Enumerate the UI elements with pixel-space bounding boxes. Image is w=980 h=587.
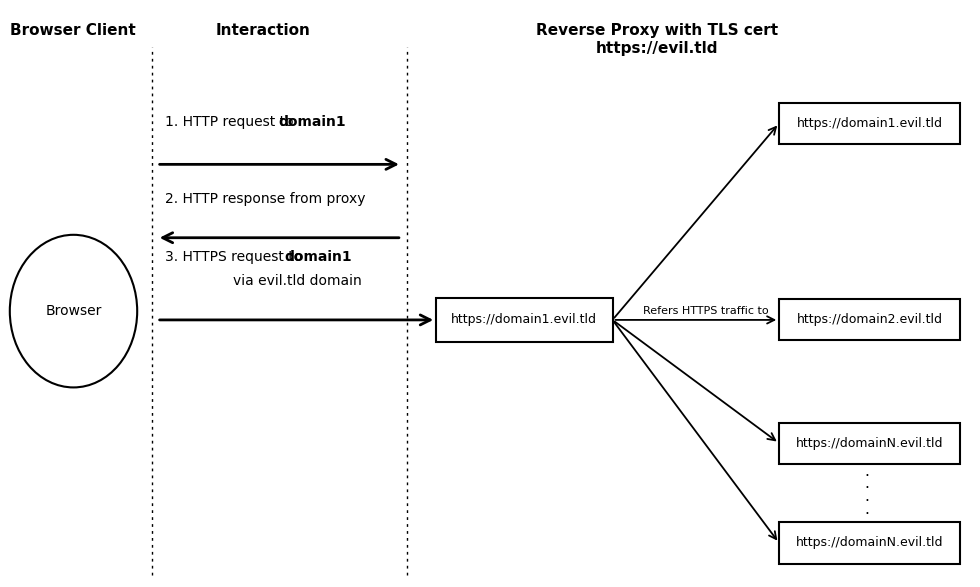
- Text: Browser Client: Browser Client: [10, 23, 135, 39]
- Text: 1. HTTP request to: 1. HTTP request to: [165, 115, 298, 129]
- Text: via evil.tld domain: via evil.tld domain: [233, 274, 362, 288]
- Text: Browser: Browser: [45, 304, 102, 318]
- Text: https://domainN.evil.tld: https://domainN.evil.tld: [796, 437, 944, 450]
- Text: https://domainN.evil.tld: https://domainN.evil.tld: [796, 537, 944, 549]
- Text: 2. HTTP response from proxy: 2. HTTP response from proxy: [165, 191, 366, 205]
- Text: https://domain1.evil.tld: https://domain1.evil.tld: [452, 313, 597, 326]
- Text: https://domain2.evil.tld: https://domain2.evil.tld: [797, 313, 943, 326]
- Text: Interaction: Interaction: [216, 23, 311, 39]
- Text: https://domain1.evil.tld: https://domain1.evil.tld: [797, 117, 943, 130]
- Text: domain1: domain1: [278, 115, 346, 129]
- Text: domain1: domain1: [284, 250, 352, 264]
- Text: 3. HTTPS request to: 3. HTTPS request to: [165, 250, 307, 264]
- Text: Refers HTTPS traffic to: Refers HTTPS traffic to: [643, 306, 768, 316]
- Text: .
.
.
.: . . . .: [865, 464, 869, 517]
- Text: Reverse Proxy with TLS cert
https://evil.tld: Reverse Proxy with TLS cert https://evil…: [535, 23, 778, 56]
